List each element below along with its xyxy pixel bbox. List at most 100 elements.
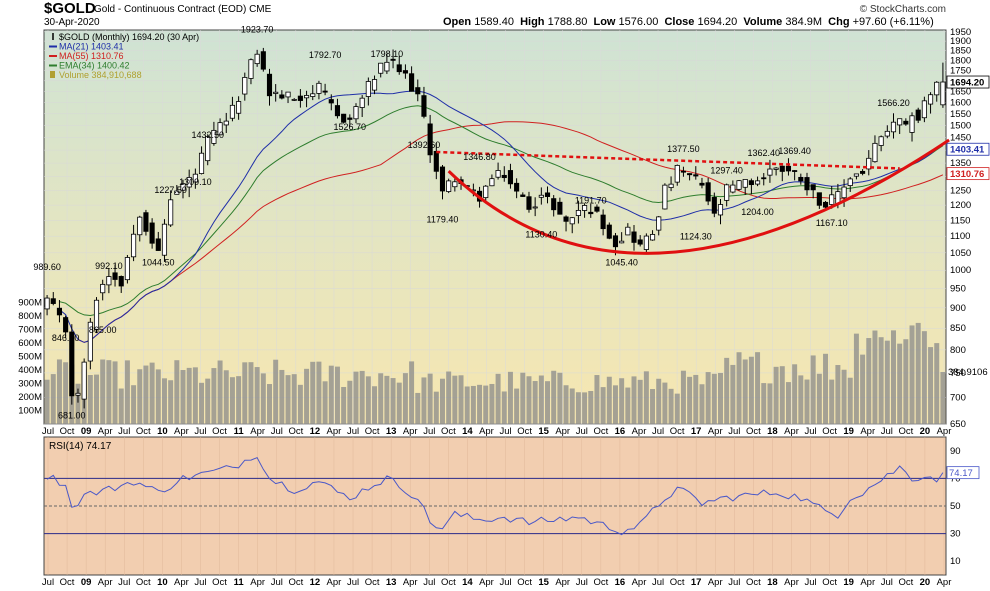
candle-body xyxy=(297,95,303,101)
x-tick-label: Apr xyxy=(555,577,570,588)
candle-body xyxy=(254,53,260,65)
volume-bar xyxy=(897,343,903,424)
x-tick-label: Oct xyxy=(365,577,380,588)
x-tick-label: Jul xyxy=(194,426,206,437)
rsi-tick-label: 10 xyxy=(950,556,961,567)
candle-body xyxy=(56,307,63,316)
candle-body xyxy=(755,180,761,185)
x-tick-label: Oct xyxy=(441,426,456,437)
rsi-tag-box xyxy=(946,466,980,480)
candle-body xyxy=(551,198,557,211)
volume-bar xyxy=(477,384,483,424)
x-tick-label: Apr xyxy=(174,577,189,588)
candle-body xyxy=(168,199,174,226)
candle-body xyxy=(909,115,915,133)
candle-body xyxy=(495,170,501,178)
volume-bar xyxy=(112,361,118,424)
volume-bar xyxy=(359,370,365,424)
candle-body xyxy=(69,331,75,397)
volume-bar xyxy=(260,373,266,424)
candle-body xyxy=(643,235,649,250)
volume-bar xyxy=(866,338,872,424)
candle-body xyxy=(890,121,897,133)
candle-body xyxy=(557,201,563,215)
volume-bar xyxy=(575,392,581,424)
volume-bar xyxy=(124,360,130,424)
price-annotation: 1297.40 xyxy=(710,165,743,175)
candle-body xyxy=(81,361,87,400)
legend-entry: Volume 384,910,688 xyxy=(59,70,142,80)
volume-bar xyxy=(878,337,884,424)
price-annotation: 1798.10 xyxy=(371,49,404,59)
volume-tick-label: 200M xyxy=(18,392,42,403)
volume-bar xyxy=(415,392,421,424)
candle-body xyxy=(662,184,668,210)
x-tick-label: Jul xyxy=(652,577,664,588)
volume-bar xyxy=(433,391,439,424)
volume-bar xyxy=(273,359,279,424)
candle-body xyxy=(118,276,124,287)
candle-body xyxy=(822,201,829,208)
volume-bar xyxy=(316,361,322,424)
x-tick-label: Jul xyxy=(42,426,54,437)
x-tick-label: Jul xyxy=(728,577,740,588)
candle-body xyxy=(853,173,859,177)
candle-body xyxy=(619,240,625,244)
x-tick-label: 13 xyxy=(386,426,397,437)
volume-bar xyxy=(304,368,310,424)
volume-bar xyxy=(495,373,501,424)
volume-bar xyxy=(254,367,260,424)
candle-body xyxy=(866,157,872,170)
x-tick-label: Apr xyxy=(98,577,113,588)
x-tick-label: Jul xyxy=(804,426,816,437)
volume-bar xyxy=(903,339,909,424)
volume-bar xyxy=(372,386,378,424)
x-tick-label: 18 xyxy=(767,426,778,437)
x-tick-label: Jul xyxy=(118,577,130,588)
candle-body xyxy=(501,174,507,179)
price-annotation: 1130.40 xyxy=(525,229,557,239)
volume-bar xyxy=(248,362,254,424)
y-tick-label: 1450 xyxy=(950,133,971,144)
volume-bar xyxy=(600,387,606,424)
candle-body xyxy=(785,165,792,172)
volume-bar xyxy=(211,368,217,424)
volume-bar xyxy=(841,369,847,424)
volume-bar xyxy=(217,360,223,424)
x-tick-label: Jul xyxy=(42,577,54,588)
volume-bar xyxy=(569,388,575,424)
candle-body xyxy=(816,192,822,206)
x-tick-label: Apr xyxy=(632,426,647,437)
price-tag: 1403.41 xyxy=(946,142,990,156)
y-tick-label: 1250 xyxy=(950,186,971,197)
candle-body xyxy=(322,90,328,93)
rsi-indicator: 103050709074.17 xyxy=(44,446,980,567)
volume-bar xyxy=(662,382,668,424)
volume-bar xyxy=(223,370,229,424)
price-tag-box xyxy=(946,167,990,181)
volume-bar xyxy=(143,365,149,424)
volume-bar xyxy=(44,379,50,424)
annotations: 1923.70 1792.70 1798.10 1526.70 1432.50 1309.… xyxy=(33,25,909,421)
y-tick-label: 1100 xyxy=(950,231,970,242)
candle-body xyxy=(409,73,415,92)
candle-body xyxy=(724,184,730,201)
x-tick-label: Jul xyxy=(423,426,435,437)
volume-bar xyxy=(365,376,371,424)
y-tick-label: 1750 xyxy=(950,65,971,76)
y-tick-label: 900 xyxy=(950,303,966,314)
volume-bar xyxy=(452,375,458,424)
candle-body xyxy=(155,238,161,251)
candle-body xyxy=(767,168,773,176)
volume-bar xyxy=(773,366,779,424)
candle-body xyxy=(223,120,229,126)
volume-bar xyxy=(792,364,798,424)
volume-bar xyxy=(785,382,791,424)
candle-body xyxy=(588,211,594,215)
candle-body xyxy=(402,70,408,74)
price-annotation: 1045.40 xyxy=(605,257,638,267)
x-tick-label: 20 xyxy=(920,577,931,588)
x-tick-label: 20 xyxy=(920,426,931,437)
candle-body xyxy=(717,204,724,216)
volume-bar xyxy=(242,362,248,424)
